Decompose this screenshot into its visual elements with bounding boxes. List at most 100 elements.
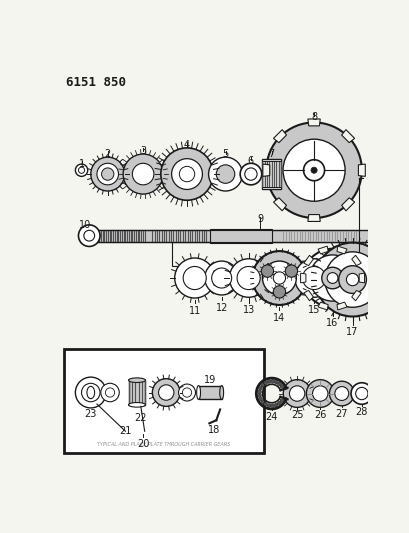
Circle shape [282,139,344,201]
Ellipse shape [196,385,200,399]
Text: 1: 1 [78,159,84,169]
Circle shape [262,261,296,295]
Circle shape [266,403,270,407]
Text: 24: 24 [265,412,277,422]
Circle shape [240,163,261,185]
Circle shape [236,266,260,289]
Text: 16: 16 [326,318,338,328]
Circle shape [350,383,372,405]
Circle shape [174,258,214,298]
Circle shape [329,381,353,406]
Circle shape [101,383,119,402]
Text: 15: 15 [307,305,319,315]
Circle shape [252,251,306,305]
Circle shape [310,167,317,173]
Text: 19: 19 [204,375,216,385]
Text: 10: 10 [78,220,90,230]
Circle shape [338,265,366,294]
Circle shape [183,266,206,289]
Circle shape [182,388,191,397]
Text: 17: 17 [346,327,358,337]
Ellipse shape [87,386,94,399]
Circle shape [274,380,277,384]
Circle shape [294,259,333,297]
Circle shape [274,403,277,407]
Circle shape [279,399,283,402]
Polygon shape [357,164,364,176]
Circle shape [285,265,297,277]
Polygon shape [341,198,354,211]
Circle shape [258,386,262,390]
Circle shape [178,384,195,401]
Circle shape [277,401,281,405]
Text: 13: 13 [242,305,254,315]
Text: 26: 26 [313,410,326,421]
Circle shape [355,387,367,400]
Ellipse shape [128,378,145,383]
Text: 6151 850: 6151 850 [66,76,126,88]
Text: 22: 22 [134,413,147,423]
Circle shape [302,266,325,289]
Polygon shape [262,164,269,176]
Circle shape [258,397,262,401]
Text: 23: 23 [84,409,97,419]
Polygon shape [317,246,327,254]
Polygon shape [317,302,327,310]
Circle shape [211,268,231,288]
Circle shape [257,390,261,393]
Ellipse shape [219,385,223,399]
Circle shape [266,379,270,383]
Text: 2: 2 [104,149,110,159]
Text: 25: 25 [290,410,303,421]
Circle shape [279,385,283,389]
Text: 28: 28 [355,407,367,417]
Bar [210,229,271,243]
Circle shape [309,255,355,301]
Circle shape [261,265,273,277]
Circle shape [75,164,88,176]
Text: 27: 27 [335,409,347,419]
Circle shape [283,379,310,407]
Circle shape [152,378,180,406]
Text: 7: 7 [268,149,274,159]
Circle shape [263,402,267,406]
Circle shape [90,157,124,191]
Circle shape [312,386,327,401]
Circle shape [179,166,194,182]
Bar [262,187,280,189]
Circle shape [289,386,304,401]
Text: 20: 20 [137,439,149,449]
Bar [92,230,384,242]
Circle shape [303,249,361,308]
Circle shape [326,273,337,284]
Text: 3: 3 [140,147,146,156]
Text: 6: 6 [247,156,254,166]
Circle shape [208,157,242,191]
Polygon shape [336,246,346,254]
Text: 21: 21 [119,426,131,436]
Polygon shape [341,130,354,143]
Text: 4: 4 [184,140,190,150]
Circle shape [306,379,333,407]
Circle shape [97,163,118,185]
Circle shape [216,165,234,183]
Circle shape [346,273,358,286]
Circle shape [78,167,84,173]
Text: 18: 18 [207,425,220,435]
Circle shape [321,267,342,289]
Text: 11: 11 [188,306,200,316]
Bar [64,349,263,453]
Polygon shape [307,119,319,126]
Circle shape [263,381,267,385]
Circle shape [105,388,115,397]
Bar [262,159,280,189]
Polygon shape [273,198,286,211]
Circle shape [334,386,348,400]
Circle shape [257,393,261,397]
Polygon shape [351,255,360,265]
Bar [171,242,360,266]
Circle shape [81,383,100,402]
Polygon shape [303,290,312,301]
Circle shape [260,400,264,404]
Polygon shape [351,290,360,301]
